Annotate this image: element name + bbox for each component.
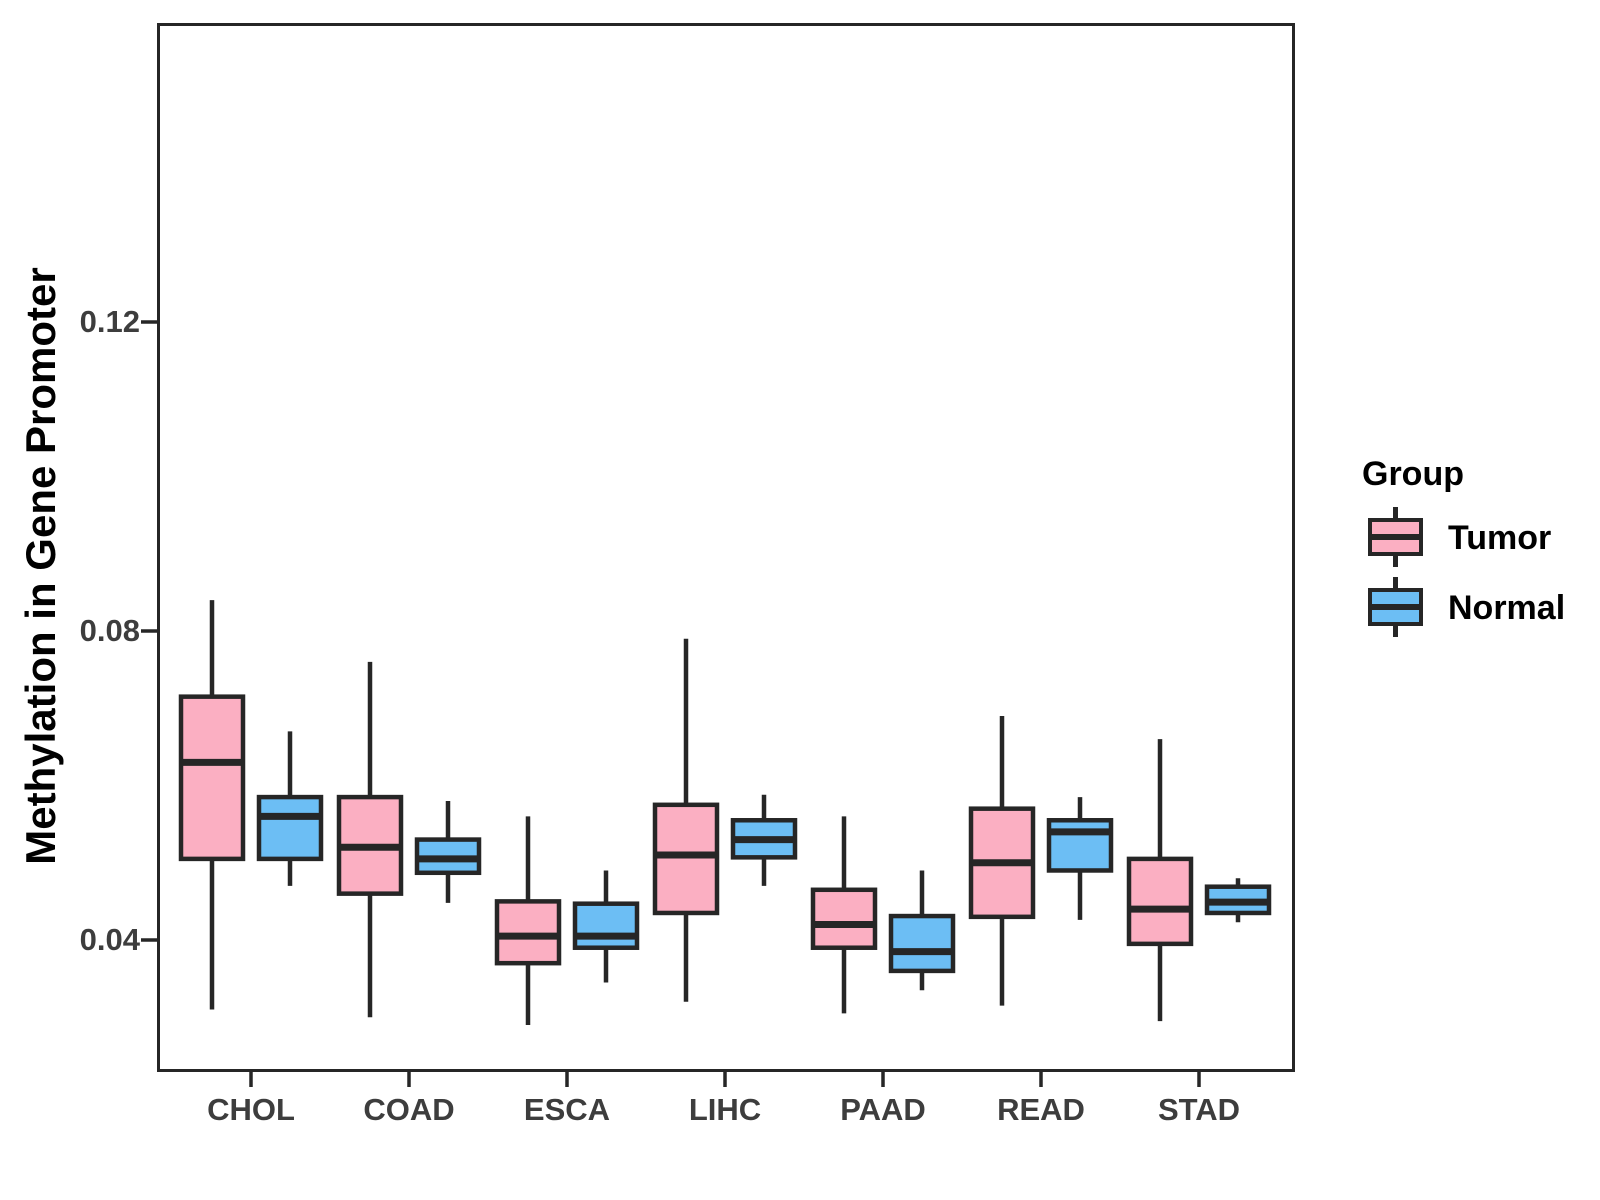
y-tick-label-0.12: 0.12 xyxy=(79,304,140,339)
y-axis-title: Methylation in Gene Promoter xyxy=(17,267,64,865)
legend-label-normal: Normal xyxy=(1448,589,1566,627)
legend-label-tumor: Tumor xyxy=(1448,519,1552,557)
legend-glyph-median xyxy=(1368,604,1423,610)
legend-glyph-median xyxy=(1368,534,1423,540)
x-tick-label-read: READ xyxy=(997,1092,1085,1127)
legend-boxplot-glyph-normal xyxy=(1368,577,1423,637)
x-tick-label-chol: CHOL xyxy=(207,1092,295,1127)
x-tick-label-lihc: LIHC xyxy=(688,1092,762,1127)
legend-boxplot-glyph-tumor xyxy=(1368,507,1423,567)
x-tick-label-paad: PAAD xyxy=(840,1092,926,1127)
y-tick-label-0.04: 0.04 xyxy=(79,922,140,957)
plot-panel xyxy=(157,23,1295,1072)
x-tick-label-coad: COAD xyxy=(363,1092,455,1127)
legend-title: Group xyxy=(1362,455,1464,493)
x-tick-label-stad: STAD xyxy=(1157,1092,1241,1127)
y-tick-label-0.08: 0.08 xyxy=(79,613,140,648)
x-tick-label-esca: ESCA xyxy=(523,1092,611,1127)
